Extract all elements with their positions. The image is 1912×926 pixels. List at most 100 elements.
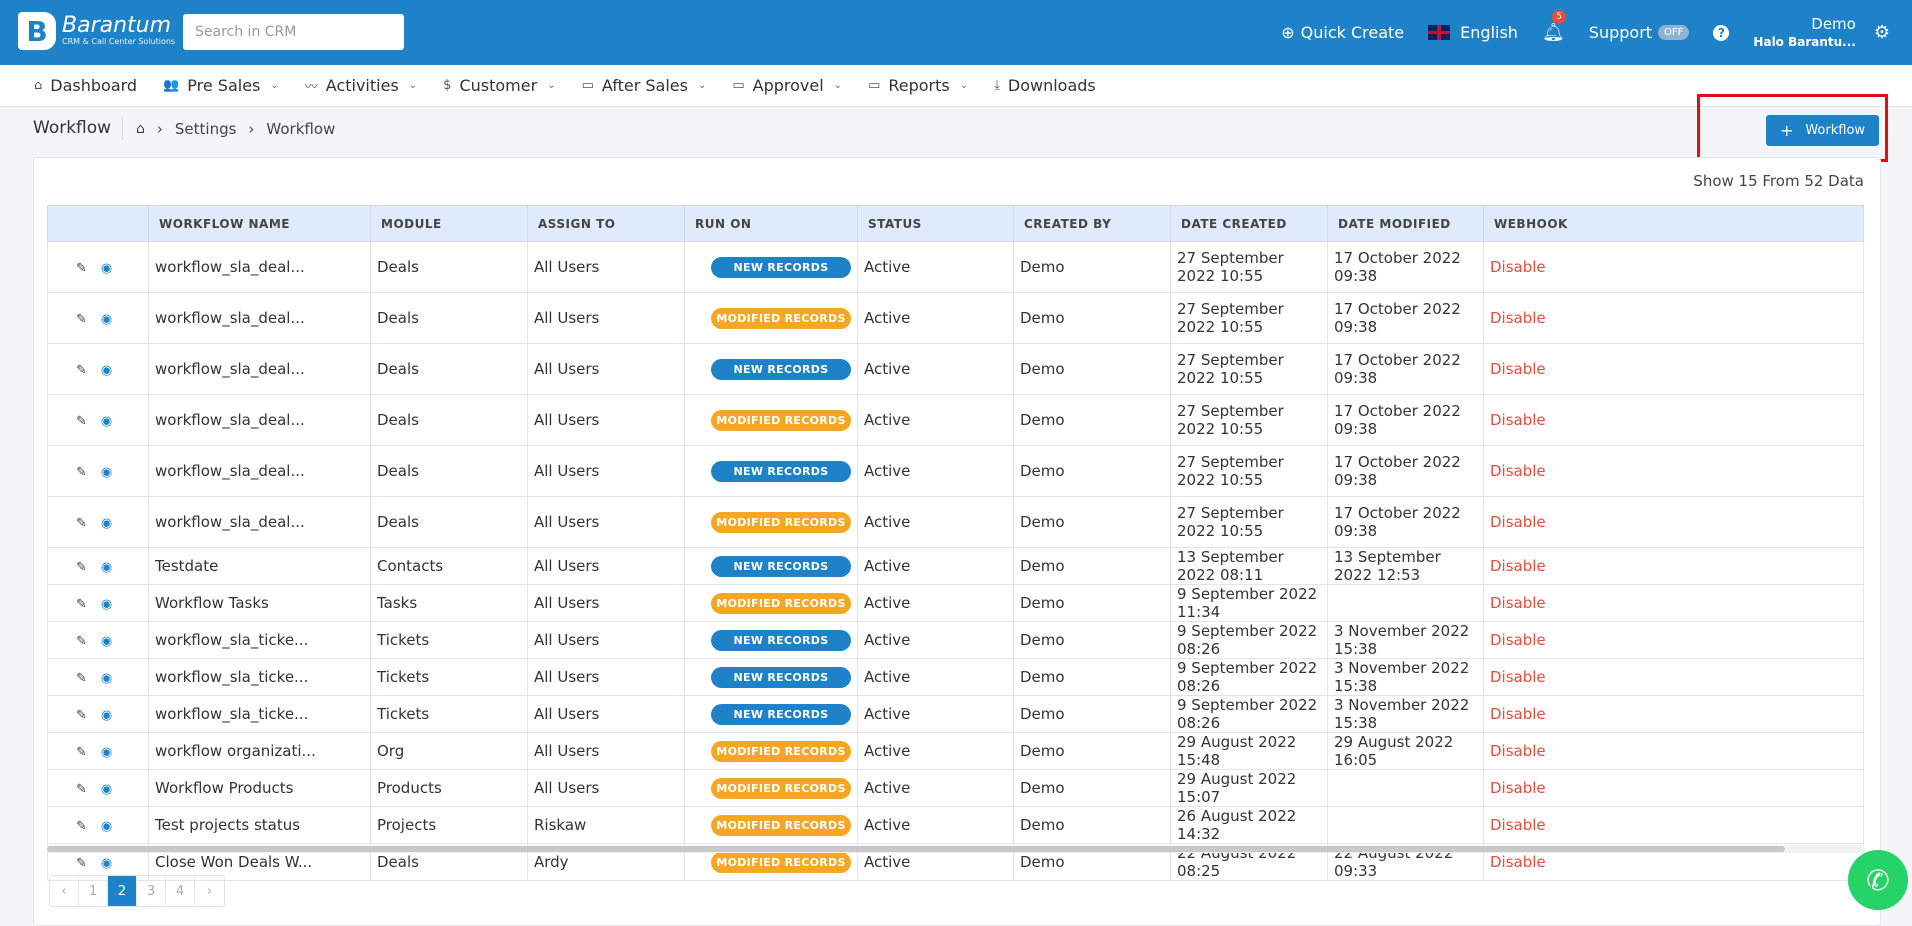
view-icon[interactable]: ◉ <box>100 671 113 686</box>
logo[interactable]: B Barantum CRM & Call Center Solutions <box>18 12 175 50</box>
horizontal-scrollbar[interactable] <box>47 845 1864 853</box>
whatsapp-chat-button[interactable]: ✆ <box>1848 850 1908 910</box>
cell-workflow-name[interactable]: workflow_sla_deal... <box>148 496 371 548</box>
edit-icon[interactable]: ✎ <box>76 261 87 276</box>
view-icon[interactable]: ◉ <box>100 856 113 871</box>
column-header-run-on[interactable]: RUN ON <box>684 205 858 242</box>
nav-after-sales[interactable]: ▭ After Sales ⌄ <box>581 76 707 95</box>
pagination-page-4[interactable]: 4 <box>166 876 195 906</box>
breadcrumb-settings[interactable]: Settings <box>174 120 237 138</box>
pagination-prev[interactable]: ‹ <box>50 876 79 906</box>
edit-icon[interactable]: ✎ <box>76 560 87 575</box>
quick-create-button[interactable]: ⊕ Quick Create <box>1281 23 1405 42</box>
view-icon[interactable]: ◉ <box>100 414 113 429</box>
edit-icon[interactable]: ✎ <box>76 634 87 649</box>
support-toggle-switch[interactable]: OFF <box>1658 25 1690 40</box>
cell-module: Org <box>370 732 528 770</box>
column-header-workflow-name[interactable]: WORKFLOW NAME <box>148 205 371 242</box>
cell-workflow-name[interactable]: workflow_sla_ticke... <box>148 621 371 659</box>
edit-icon[interactable]: ✎ <box>76 597 87 612</box>
view-icon[interactable]: ◉ <box>100 516 113 531</box>
nav-customer[interactable]: $ Customer ⌄ <box>443 76 556 95</box>
edit-icon[interactable]: ✎ <box>76 782 87 797</box>
edit-icon[interactable]: ✎ <box>76 856 87 871</box>
view-icon[interactable]: ◉ <box>100 465 113 480</box>
cell-workflow-name[interactable]: workflow_sla_deal... <box>148 241 371 293</box>
cell-module: Deals <box>370 241 528 293</box>
column-header-status[interactable]: STATUS <box>857 205 1014 242</box>
pagination-next[interactable]: › <box>206 883 213 899</box>
view-icon[interactable]: ◉ <box>100 312 113 327</box>
edit-icon[interactable]: ✎ <box>76 363 87 378</box>
view-icon[interactable]: ◉ <box>100 363 113 378</box>
view-icon[interactable]: ◉ <box>100 261 113 276</box>
view-icon[interactable]: ◉ <box>100 819 113 834</box>
add-workflow-button[interactable]: + Workflow <box>1766 115 1879 146</box>
search-input[interactable] <box>183 14 404 50</box>
view-icon[interactable]: ◉ <box>100 708 113 723</box>
cell-webhook[interactable]: Disable <box>1483 241 1864 293</box>
edit-icon[interactable]: ✎ <box>76 516 87 531</box>
column-header-assign-to[interactable]: ASSIGN TO <box>527 205 685 242</box>
column-header-date-modified[interactable]: DATE MODIFIED <box>1327 205 1484 242</box>
edit-icon[interactable]: ✎ <box>76 745 87 760</box>
column-header-created-by[interactable]: CREATED BY <box>1013 205 1171 242</box>
cell-workflow-name[interactable]: workflow_sla_ticke... <box>148 695 371 733</box>
help-button[interactable]: ? <box>1713 24 1730 41</box>
cell-webhook[interactable]: Disable <box>1483 445 1864 497</box>
nav-approvel[interactable]: ▭ Approvel ⌄ <box>732 76 843 95</box>
cell-webhook[interactable]: Disable <box>1483 695 1864 733</box>
table-row: ✎ ◉ workflow_sla_deal... Deals All Users NEW … <box>47 241 1864 293</box>
cell-webhook[interactable]: Disable <box>1483 496 1864 548</box>
pagination-page-3[interactable]: 3 <box>137 876 166 906</box>
column-header-date-created[interactable]: DATE CREATED <box>1170 205 1328 242</box>
edit-icon[interactable]: ✎ <box>76 414 87 429</box>
cell-webhook[interactable]: Disable <box>1483 621 1864 659</box>
edit-icon[interactable]: ✎ <box>76 708 87 723</box>
cell-workflow-name[interactable]: Workflow Tasks <box>148 584 371 622</box>
cell-webhook[interactable]: Disable <box>1483 769 1864 807</box>
cell-webhook[interactable]: Disable <box>1483 292 1864 344</box>
cell-workflow-name[interactable]: workflow_sla_deal... <box>148 343 371 395</box>
cell-workflow-name[interactable]: workflow organizati... <box>148 732 371 770</box>
view-icon[interactable]: ◉ <box>100 782 113 797</box>
column-header-webhook[interactable]: WEBHOOK <box>1483 205 1864 242</box>
edit-icon[interactable]: ✎ <box>76 819 87 834</box>
user-menu[interactable]: Demo Halo Barantu... <box>1753 15 1855 51</box>
view-icon[interactable]: ◉ <box>100 634 113 649</box>
cell-webhook[interactable]: Disable <box>1483 343 1864 395</box>
nav-pre-sales[interactable]: 👥 Pre Sales ⌄ <box>163 76 279 95</box>
nav-reports[interactable]: ▭ Reports ⌄ <box>868 76 969 95</box>
pagination-page-1[interactable]: 1 <box>79 876 108 906</box>
edit-icon[interactable]: ✎ <box>76 465 87 480</box>
pagination-page-2[interactable]: 2 <box>108 876 137 906</box>
edit-icon[interactable]: ✎ <box>76 312 87 327</box>
column-header-module[interactable]: MODULE <box>370 205 528 242</box>
cell-workflow-name[interactable]: workflow_sla_ticke... <box>148 658 371 696</box>
cell-module: Tasks <box>370 584 528 622</box>
cell-webhook[interactable]: Disable <box>1483 806 1864 844</box>
language-selector[interactable]: English <box>1428 23 1518 42</box>
cell-workflow-name[interactable]: workflow_sla_deal... <box>148 292 371 344</box>
edit-icon[interactable]: ✎ <box>76 671 87 686</box>
nav-downloads[interactable]: ⤓ Downloads <box>994 76 1096 95</box>
gear-icon[interactable]: ⚙ <box>1873 22 1890 43</box>
notifications-button[interactable]: 🔔︎ 5 <box>1542 10 1566 43</box>
nav-activities[interactable]: 〰 Activities ⌄ <box>304 76 418 95</box>
view-icon[interactable]: ◉ <box>100 745 113 760</box>
view-icon[interactable]: ◉ <box>100 560 113 575</box>
cell-workflow-name[interactable]: Workflow Products <box>148 769 371 807</box>
cell-webhook[interactable]: Disable <box>1483 394 1864 446</box>
cell-workflow-name[interactable]: workflow_sla_deal... <box>148 394 371 446</box>
cell-webhook[interactable]: Disable <box>1483 658 1864 696</box>
cell-workflow-name[interactable]: Testdate <box>148 547 371 585</box>
view-icon[interactable]: ◉ <box>100 597 113 612</box>
home-icon[interactable]: ⌂ <box>136 121 145 137</box>
cell-workflow-name[interactable]: Test projects status <box>148 806 371 844</box>
support-toggle[interactable]: Support OFF <box>1589 23 1690 42</box>
cell-webhook[interactable]: Disable <box>1483 732 1864 770</box>
cell-webhook[interactable]: Disable <box>1483 547 1864 585</box>
nav-dashboard[interactable]: ⌂ Dashboard <box>34 76 138 95</box>
cell-webhook[interactable]: Disable <box>1483 584 1864 622</box>
cell-workflow-name[interactable]: workflow_sla_deal... <box>148 445 371 497</box>
